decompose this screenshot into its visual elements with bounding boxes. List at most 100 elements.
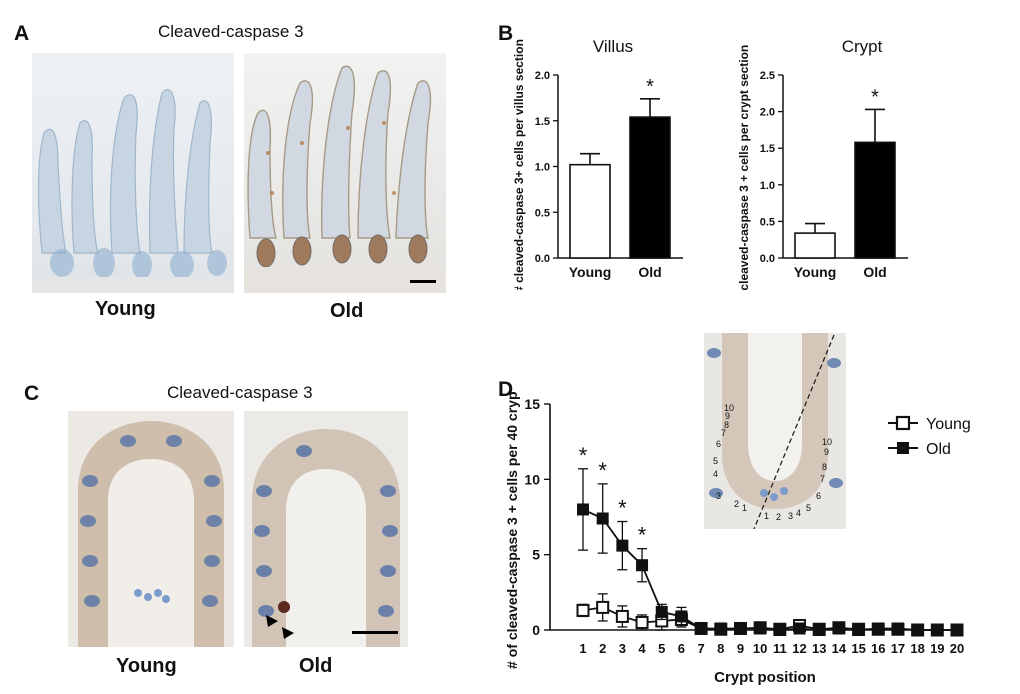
point-old [793, 622, 806, 635]
inset-left-position-number: 6 [716, 439, 721, 449]
panel-d-letter: D [498, 378, 514, 401]
point-old [852, 624, 865, 636]
line-chart-y-tick-label: 15 [524, 396, 540, 412]
inset-dashed-line [753, 334, 835, 529]
arrowhead-icon [266, 615, 278, 627]
inset-right-position-number: 3 [788, 511, 793, 521]
point-old [655, 605, 668, 618]
scale-bar [352, 631, 398, 634]
panel-a-young-label: Young [95, 298, 156, 320]
line-chart-y-tick-label: 10 [524, 471, 540, 487]
point-old [813, 624, 826, 636]
micrograph-old-villus [244, 53, 446, 293]
line-chart-x-tick-label: 9 [737, 641, 744, 656]
micrograph-old-crypt [244, 411, 408, 647]
panel-c-title: Cleaved-caspase 3 [167, 383, 313, 402]
line-chart-x-tick-label: 10 [753, 641, 767, 656]
inset-right-position-number: 8 [822, 462, 827, 472]
crypt-y-tick-label: 1.0 [760, 180, 775, 192]
line-chart-x-tick-label: 3 [619, 641, 626, 656]
point-young [596, 600, 610, 614]
significance-star: * [579, 443, 588, 468]
villus-significance-star: * [646, 76, 654, 98]
point-old [714, 622, 727, 635]
line-chart-x-tick-label: 6 [678, 641, 685, 656]
point-old [891, 622, 904, 635]
crypt-bar-young [794, 232, 836, 259]
point-old [773, 624, 786, 636]
crypt-bars: 0.0 0.5 1.0 1.5 2.0 2.5 Young Old * [760, 70, 908, 280]
villus-y-tick-label: 1.5 [535, 116, 550, 128]
inset-left-position-number: 1 [742, 503, 747, 513]
inset-left-position-number: 3 [716, 491, 721, 501]
inset-right-position-number: 2 [776, 512, 781, 522]
panel-b-letter: B [498, 22, 514, 45]
point-old [872, 622, 885, 635]
point-old [636, 559, 649, 572]
inset-right-position-number: 7 [820, 474, 825, 484]
line-chart-x-tick-label: 11 [773, 641, 787, 656]
inset-left-position-number: 2 [734, 499, 739, 509]
line-chart-x-tick-label: 14 [832, 641, 847, 656]
line-chart-y-axis-label: # of cleaved-caspase 3 + cells per 40 cr… [504, 392, 520, 669]
villus-x-tick-label: Old [638, 264, 661, 280]
villus-y-tick-label: 0.5 [535, 207, 550, 219]
significance-star: * [638, 523, 647, 548]
panel-c-letter: C [24, 382, 40, 405]
inset-right-position-number: 1 [764, 511, 769, 521]
point-old [596, 512, 609, 525]
line-chart-x-tick-label: 7 [697, 641, 704, 656]
inset-left-position-number: 7 [721, 428, 726, 438]
arrowhead-icon [282, 627, 294, 639]
point-old [577, 503, 589, 516]
crypt-y-tick-label: 0.5 [760, 216, 775, 228]
line-chart-x-tick-label: 4 [638, 641, 646, 656]
inset-left-position-number: 8 [724, 420, 729, 430]
inset-right-position-number: 9 [824, 447, 829, 457]
line-chart-x-tick-label: 12 [792, 641, 806, 656]
villus-bar-young [569, 163, 611, 259]
villus-bars: 0.0 0.5 1.0 1.5 2.0 Young Old * [535, 70, 683, 280]
line-chart-x-tick-label: 17 [891, 641, 905, 656]
panel-a-letter: A [14, 22, 30, 45]
line-chart-y-tick-label: 5 [532, 547, 540, 563]
inset-left-position-number: 5 [713, 456, 718, 466]
line-chart-y-tick-label: 0 [532, 622, 540, 638]
line-chart-x-tick-label: 13 [812, 641, 826, 656]
panel-c-young-label: Young [116, 655, 177, 677]
crypt-bar-chart: Crypt # of cleaved-caspase 3 + cells per… [737, 37, 908, 290]
line-chart-x-tick-label: 20 [950, 641, 964, 656]
legend-young-marker [895, 415, 911, 431]
point-old [616, 539, 629, 552]
crypt-y-tick-label: 2.0 [760, 107, 775, 119]
line-chart-x-tick-label: 2 [599, 641, 606, 656]
legend-young-label: Young [926, 416, 971, 433]
inset-crypt-micrograph: 10 9 8 7 6 5 4 3 2 1 10 9 8 7 6 5 4 3 2 … [704, 333, 846, 529]
villus-chart-title: Villus [593, 37, 633, 56]
point-old [951, 624, 963, 636]
villus-bar-chart: Villus # cleaved-caspase 3+ cells per vi… [512, 37, 683, 290]
crypt-x-tick-label: Young [794, 264, 837, 280]
point-old [734, 622, 747, 635]
crypt-y-tick-label: 2.5 [760, 70, 775, 82]
inset-right-position-number: 4 [796, 508, 801, 518]
micrograph-young-crypt [68, 411, 234, 647]
scale-bar [410, 280, 436, 283]
line-chart-x-tick-label: 18 [910, 641, 924, 656]
crypt-y-axis-label: # of cleaved-caspase 3 + cells per crypt… [737, 45, 751, 290]
point-young [635, 615, 649, 629]
crypt-significance-star: * [871, 86, 879, 108]
point-old [754, 622, 767, 635]
point-young [615, 609, 629, 623]
crypt-bar-old [854, 141, 896, 259]
villus-y-tick-label: 0.0 [535, 253, 550, 265]
villus-x-tick-label: Young [569, 264, 612, 280]
villus-y-tick-label: 1.0 [535, 162, 550, 174]
point-old [911, 624, 924, 636]
line-chart-x-tick-label: 5 [658, 641, 665, 656]
line-chart-legend: Young Old [888, 415, 971, 458]
panel-a-title: Cleaved-caspase 3 [158, 22, 304, 41]
line-chart-x-tick-label: 8 [717, 641, 724, 656]
panel-c-old-label: Old [299, 655, 333, 677]
